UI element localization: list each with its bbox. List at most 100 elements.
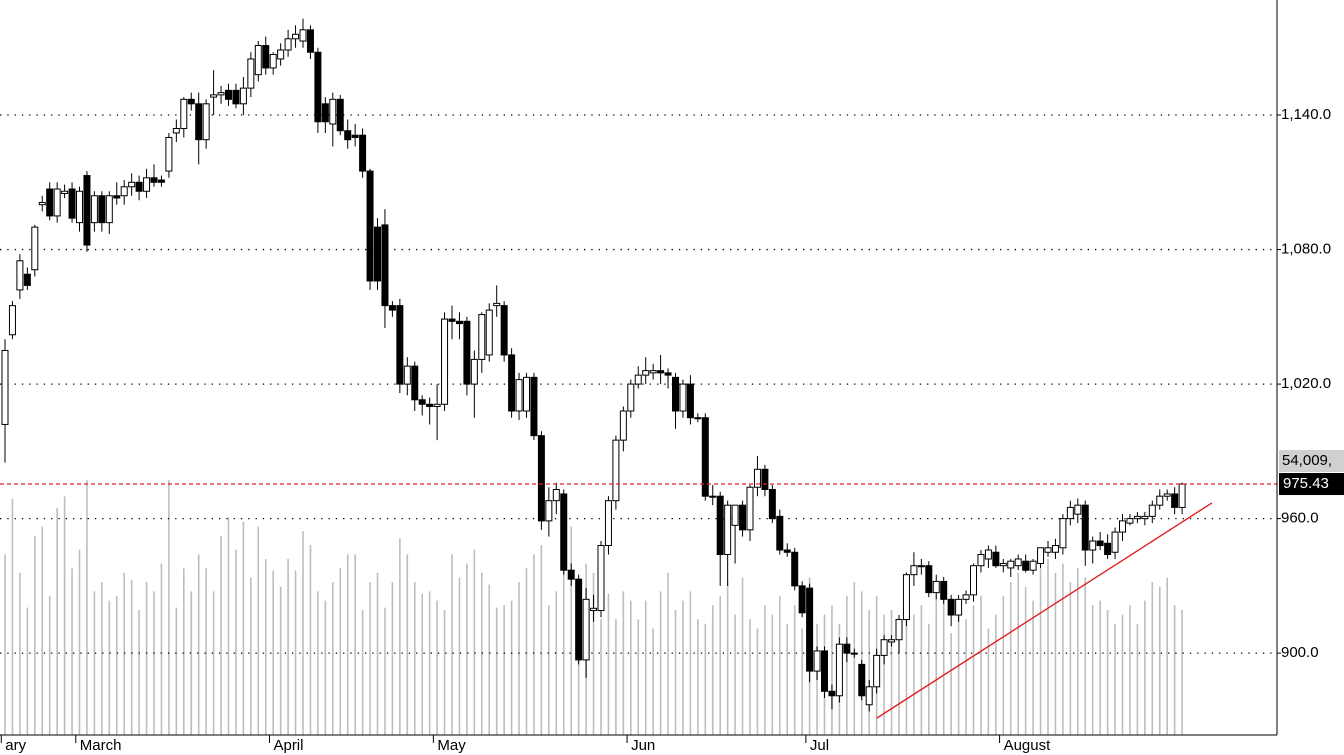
candle-body — [195, 103, 203, 141]
candle-body — [1066, 506, 1074, 520]
candle-body — [128, 181, 136, 188]
candle-body — [157, 179, 165, 183]
candle-body — [23, 273, 31, 286]
y-tick-label: 900.0 — [1281, 644, 1319, 661]
x-tick-label: April — [273, 737, 303, 754]
candle-body — [686, 383, 694, 419]
candle-body — [1133, 515, 1141, 520]
candle-body — [1163, 493, 1171, 497]
candle-body — [753, 468, 761, 488]
candle-body — [880, 639, 888, 656]
candle-body — [813, 650, 821, 672]
candle-body — [180, 98, 188, 129]
candle-body — [344, 130, 352, 141]
x-tick-label: May — [437, 737, 466, 754]
candle-body — [947, 598, 955, 616]
candle-body — [262, 45, 270, 69]
candle-body — [165, 136, 173, 172]
price-layer — [0, 18, 1277, 719]
price-label-box — [1279, 473, 1344, 496]
candle-body — [619, 410, 627, 441]
candle-body — [1171, 493, 1179, 508]
trendline — [876, 502, 1213, 719]
candle-body — [1007, 560, 1015, 569]
candle-body — [239, 87, 247, 105]
candle-body — [1178, 483, 1186, 508]
candle-body — [768, 488, 776, 520]
candle-body — [821, 650, 828, 692]
candle-body — [46, 188, 54, 217]
candle-body — [1029, 560, 1037, 571]
candle-body — [284, 38, 292, 51]
candle-body — [776, 515, 784, 551]
candle-body — [560, 493, 568, 571]
candle-body — [642, 370, 650, 376]
candle-body — [1022, 560, 1030, 571]
candle-body — [515, 379, 523, 412]
candle-body — [366, 170, 374, 282]
candle-body — [1037, 547, 1045, 564]
candle-body — [8, 305, 16, 336]
candle-body — [672, 376, 679, 412]
candle-body — [1081, 504, 1089, 551]
candle-body — [791, 551, 799, 587]
candle-body — [98, 195, 106, 224]
candle-body — [604, 500, 612, 547]
candle-body — [105, 195, 113, 224]
x-tick-label: August — [1004, 737, 1052, 754]
candle-body — [709, 495, 717, 498]
candle-body — [679, 383, 687, 412]
candle-body — [306, 29, 314, 53]
candle-body — [858, 663, 866, 697]
candle-body — [336, 98, 344, 132]
candle-body — [83, 175, 91, 246]
grid-layer — [0, 114, 1277, 654]
y-tick-label: 1,140.0 — [1281, 106, 1331, 123]
candle-body — [739, 504, 747, 531]
candle-body — [664, 372, 672, 376]
candle-body — [761, 468, 769, 490]
candle-body — [1044, 547, 1052, 553]
candle-body — [537, 435, 545, 522]
candle-body — [470, 358, 478, 385]
volume-label: 54,009, — [1282, 452, 1332, 469]
candle-body — [1074, 504, 1082, 515]
candle-body — [210, 94, 218, 98]
y-tick-label: 960.0 — [1281, 510, 1319, 527]
candle-body — [582, 598, 590, 661]
candle-body — [403, 365, 411, 385]
candle-body — [292, 33, 300, 40]
candle-body — [910, 565, 918, 576]
candle-body — [1104, 542, 1112, 556]
candle-body — [463, 320, 471, 385]
candle-body — [1059, 518, 1067, 549]
candle-body — [940, 580, 948, 600]
volume-layer — [4, 480, 1183, 735]
x-tick-label: March — [80, 737, 122, 754]
candle-body — [590, 607, 598, 612]
candle-body — [418, 399, 426, 405]
candle-body — [426, 403, 434, 408]
candle-body — [299, 29, 307, 42]
candle-body — [1148, 504, 1156, 517]
candle-body — [225, 89, 232, 100]
candle-body — [828, 690, 836, 697]
candle-body — [835, 643, 843, 697]
candle-body — [902, 574, 910, 621]
candle-body — [1156, 495, 1164, 506]
candle-body — [493, 302, 501, 307]
candle-body — [925, 565, 933, 594]
candle-body — [888, 639, 896, 643]
candle-body — [657, 370, 665, 374]
candle-body — [232, 89, 240, 105]
candle-body — [433, 403, 441, 408]
candle-body — [38, 201, 46, 206]
candle-body — [970, 565, 977, 596]
candle-body — [612, 439, 620, 502]
candle-body — [217, 92, 225, 96]
candle-body — [441, 318, 449, 405]
candle-body — [798, 585, 806, 614]
price-label: 975.43 — [1283, 475, 1329, 492]
candle-body — [1051, 545, 1059, 553]
candle-body — [329, 98, 337, 125]
